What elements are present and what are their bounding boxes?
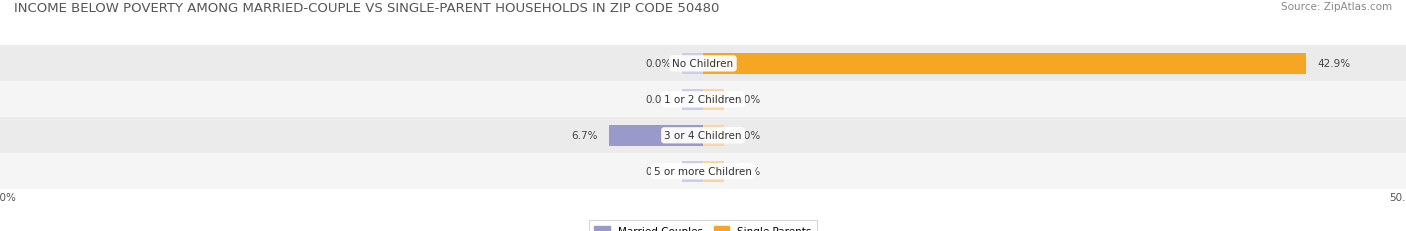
Bar <box>703 161 724 182</box>
Text: 0.0%: 0.0% <box>645 95 672 105</box>
Bar <box>609 125 703 146</box>
Bar <box>682 54 703 74</box>
Bar <box>703 125 724 146</box>
Bar <box>0 118 1406 154</box>
Bar <box>703 54 1306 74</box>
Text: 0.0%: 0.0% <box>734 167 761 176</box>
Bar <box>703 90 724 110</box>
Text: 3 or 4 Children: 3 or 4 Children <box>664 131 742 141</box>
Bar <box>0 154 1406 189</box>
Text: 42.9%: 42.9% <box>1317 59 1351 69</box>
Text: INCOME BELOW POVERTY AMONG MARRIED-COUPLE VS SINGLE-PARENT HOUSEHOLDS IN ZIP COD: INCOME BELOW POVERTY AMONG MARRIED-COUPL… <box>14 2 720 15</box>
Legend: Married Couples, Single Parents: Married Couples, Single Parents <box>589 220 817 231</box>
Text: Source: ZipAtlas.com: Source: ZipAtlas.com <box>1281 2 1392 12</box>
Bar <box>0 82 1406 118</box>
Text: No Children: No Children <box>672 59 734 69</box>
Text: 1 or 2 Children: 1 or 2 Children <box>664 95 742 105</box>
Bar <box>0 46 1406 82</box>
Bar <box>682 161 703 182</box>
Text: 0.0%: 0.0% <box>734 95 761 105</box>
Text: 5 or more Children: 5 or more Children <box>654 167 752 176</box>
Bar <box>682 90 703 110</box>
Text: 0.0%: 0.0% <box>645 167 672 176</box>
Text: 6.7%: 6.7% <box>571 131 598 141</box>
Text: 0.0%: 0.0% <box>734 131 761 141</box>
Text: 0.0%: 0.0% <box>645 59 672 69</box>
